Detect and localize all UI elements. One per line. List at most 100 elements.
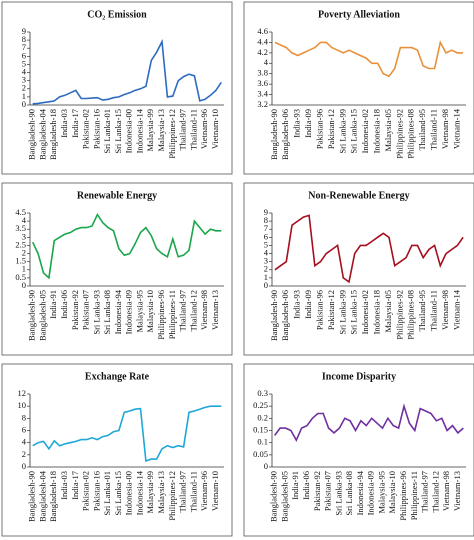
x-tick-label: Thailand-11: [188, 109, 198, 150]
y-tick-label: 9: [264, 207, 268, 217]
x-tick-label: Indonesia-09: [366, 471, 376, 515]
x-tick-label: Thailand-95: [417, 290, 427, 332]
x-tick-label: India-03: [59, 109, 69, 138]
x-tick-label: Bangladesh-18: [48, 109, 58, 160]
y-tick-label: 6: [264, 231, 268, 241]
x-tick-label: Sri Lanka-08: [102, 290, 112, 335]
panel-border: [243, 1, 474, 175]
x-tick-label: Vietnam-98: [440, 109, 450, 149]
x-tick-label: India-91: [290, 471, 300, 500]
x-tick-label: Pakistan-96: [314, 290, 324, 330]
x-tick-label: Vietnam-10: [210, 471, 220, 511]
x-tick-label: Indonesia-00: [124, 109, 134, 153]
data-line: [31, 212, 222, 280]
x-tick-label: India-06: [59, 290, 69, 319]
panel-border: [1, 182, 233, 356]
chart-title: Renewable Energy: [77, 190, 157, 201]
chart-title: Exchange Rate: [85, 371, 150, 382]
y-tick-label: 3.2: [257, 99, 268, 109]
x-tick-label: Bangladesh-90: [27, 109, 37, 160]
y-tick-label: 1: [22, 91, 26, 101]
x-tick-label: India-03: [59, 471, 69, 500]
x-tick-label: Indonesia-14: [134, 470, 144, 515]
y-tick-label: 7: [264, 223, 268, 233]
x-tick-label: Pakistan-16: [91, 471, 101, 511]
x-tick-label: Indonesia-00: [124, 471, 134, 515]
x-tick-label: Indonesia-09: [124, 290, 134, 334]
y-tick-label: 1: [22, 264, 26, 274]
x-tick-label: India-93: [292, 109, 302, 138]
x-tick-label: Malaysia-05: [383, 290, 393, 333]
x-tick-label: Malaysia-99: [145, 109, 155, 152]
y-tick-label: 8: [22, 34, 26, 44]
x-tick-label: Pakistan-92: [70, 290, 80, 330]
y-tick-label: 2: [264, 264, 268, 274]
x-tick-label: Bangladesh-04: [37, 470, 47, 522]
x-tick-label: Philippines-96: [156, 290, 166, 340]
x-tick-label: Bangladesh-90: [27, 290, 37, 341]
chart-title: Non-Renewable Energy: [308, 190, 409, 201]
x-tick-label: Vietnam-96: [199, 109, 209, 149]
x-tick-label: India-17: [70, 471, 80, 500]
x-tick-label: Bangladesh-06: [280, 290, 290, 341]
x-tick-label: Bangladesh-18: [48, 471, 58, 522]
y-tick-label: 3.8: [257, 68, 268, 78]
data-line: [274, 403, 464, 442]
y-tick-label: 3.6: [257, 78, 268, 88]
data-line: [274, 40, 464, 78]
x-tick-label: India-09: [303, 290, 313, 319]
y-tick-label: 4: [22, 215, 27, 225]
y-tick-label: 4: [22, 67, 27, 77]
x-tick-label: Bangladesh-05: [279, 471, 289, 522]
x-tick-label: Bangladesh-90: [269, 290, 279, 341]
x-tick-label: Pakistan-02: [81, 471, 91, 511]
chart-title: Poverty Alleviation: [318, 9, 400, 20]
x-tick-label: Sri Lanka-93: [91, 290, 101, 335]
y-tick-label: 7: [22, 42, 26, 52]
x-tick-label: India-93: [292, 290, 302, 319]
x-tick-label: Vietnam-14: [451, 289, 461, 330]
y-tick-label: 4.5: [15, 207, 26, 217]
x-tick-label: Indonesia-18: [372, 109, 382, 153]
y-tick-label: 0.25: [253, 400, 268, 410]
chart-title: Income Disparity: [322, 371, 396, 382]
x-tick-label: Thailand-12: [188, 290, 198, 332]
data-line: [32, 38, 222, 105]
x-tick-label: Sri Lanka-15: [113, 109, 123, 154]
chart-title: CO₂ Emission: [87, 9, 147, 20]
x-tick-label: Pakistan-02: [81, 109, 91, 149]
x-tick-label: Pakistan-12: [326, 109, 336, 149]
y-tick-label: 3: [22, 75, 26, 85]
panel: Poverty Alleviation 3.23.43.63.844.24.44.…: [243, 1, 474, 175]
x-tick-label: Philippines-11: [167, 290, 177, 339]
y-tick-label: 2: [22, 449, 26, 459]
y-tick-label: 4.2: [257, 47, 268, 57]
x-tick-label: Sri Lanka-08: [344, 471, 354, 516]
x-tick-label: Pakistan-16: [91, 109, 101, 149]
y-tick-label: 10: [18, 400, 27, 410]
x-tick-label: Vietnam-98: [199, 290, 209, 330]
panel-border: [243, 363, 474, 537]
x-tick-label: Thailand-97: [178, 109, 188, 151]
x-tick-label: Bangladesh-06: [280, 109, 290, 160]
x-tick-label: Thailand-11: [429, 290, 439, 331]
y-tick-label: 5: [22, 58, 26, 68]
x-tick-label: Sri Lanka-99: [337, 290, 347, 335]
y-tick-label: 3.4: [257, 89, 268, 99]
y-tick-label: 0.15: [253, 424, 268, 434]
x-tick-label: Pakistan-07: [81, 290, 91, 330]
x-tick-label: Malaysia-95: [134, 290, 144, 333]
x-tick-label: Pakistan-96: [314, 109, 324, 149]
x-tick-label: Sri Lanka-93: [333, 471, 343, 516]
y-tick-label: 2: [22, 83, 26, 93]
x-tick-label: Malaysia-13: [156, 471, 166, 514]
y-tick-label: 0.05: [253, 449, 268, 459]
x-tick-label: Vietnam-96: [199, 471, 209, 511]
x-tick-label: Sri Lanka-99: [337, 109, 347, 154]
x-tick-label: Thailand-11: [188, 471, 198, 512]
x-tick-label: India-06: [301, 471, 311, 500]
x-tick-label: Vietnam-13: [452, 471, 462, 511]
